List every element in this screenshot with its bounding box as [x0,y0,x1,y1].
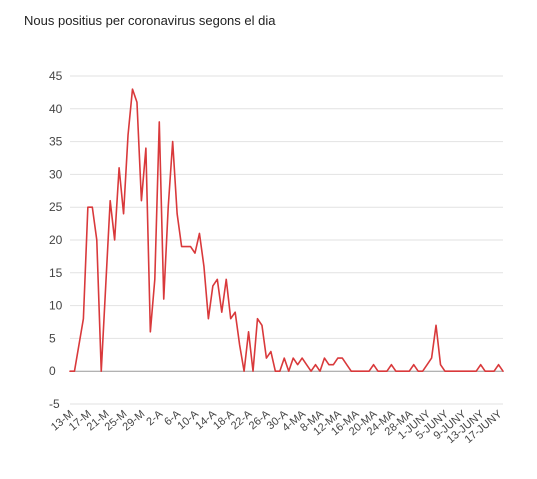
series-layer [69,88,504,373]
y-tick-label: 15 [49,266,63,280]
y-tick-label: 0 [49,364,56,378]
series-line [69,88,504,373]
y-tick-label: 10 [49,299,63,313]
y-axis-ticks: 45 40 35 30 25 20 15 10 5 0 -5 [49,69,63,411]
grid-lines [70,75,503,405]
x-axis-ticks: 13-M17-M21-M25-M29-M2-A6-A10-A14-A18-A22… [49,408,505,446]
y-tick-label: -5 [49,397,60,411]
y-tick-label: 20 [49,233,63,247]
y-tick-label: 45 [49,69,63,83]
y-tick-label: 25 [49,200,63,214]
y-tick-label: 40 [49,102,63,116]
y-tick-label: 35 [49,135,63,149]
y-tick-label: 30 [49,167,63,181]
y-tick-label: 5 [49,331,56,345]
chart-title: Nous positius per coronavirus segons el … [24,13,276,28]
